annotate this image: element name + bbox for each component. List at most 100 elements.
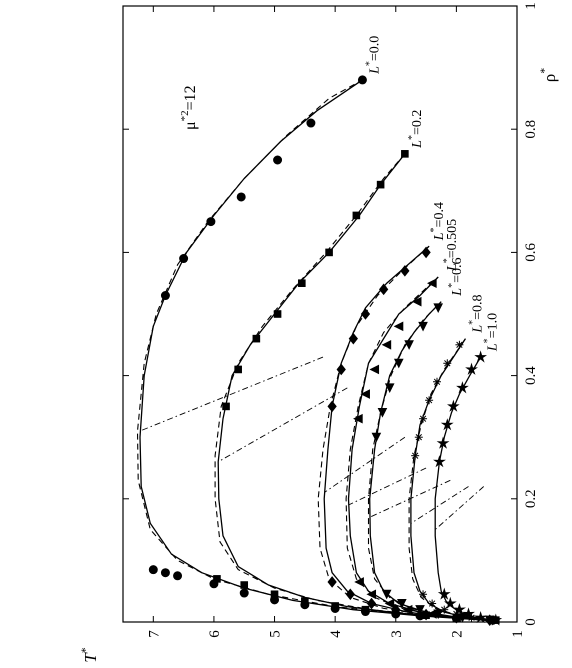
- star-stroke: [425, 397, 433, 404]
- coexistence-dashed-line: [367, 301, 487, 621]
- data-point: [270, 590, 279, 599]
- data-point: [444, 596, 457, 610]
- star-stroke: [433, 378, 441, 385]
- series-label: L*=0.8: [467, 294, 485, 333]
- data-point: [379, 283, 389, 296]
- coexistence-solid-line: [369, 301, 487, 621]
- data-point: [306, 118, 316, 128]
- temperature-tick-label: 7: [146, 630, 162, 638]
- data-point: [213, 575, 221, 583]
- series-label: L*=0.6: [447, 257, 465, 296]
- data-point: [366, 597, 377, 610]
- data-point: [336, 363, 346, 376]
- series-label: L*=0.0: [364, 36, 382, 75]
- coexistence-dashed-line: [317, 245, 487, 621]
- data-point: [376, 180, 385, 189]
- annotation-dipole-moment: μ*2=12: [179, 85, 199, 130]
- data-point: [160, 291, 170, 301]
- coexistence-dashed-line: [408, 338, 490, 621]
- data-point: [425, 396, 434, 405]
- rectilinear-diameter-line: [323, 436, 406, 493]
- density-axis-label: ρ*: [537, 68, 559, 82]
- data-point: [433, 609, 444, 620]
- temperature-axis-label: T*: [78, 647, 100, 662]
- data-point: [331, 602, 339, 610]
- coexistence-dashed-line: [214, 153, 493, 621]
- data-point: [418, 321, 428, 332]
- data-point: [173, 571, 183, 581]
- density-tick-label: 0.8: [523, 120, 539, 139]
- data-point: [427, 278, 437, 289]
- temperature-tick-label: 2: [449, 630, 465, 638]
- data-point: [474, 350, 487, 363]
- data-point: [357, 75, 367, 85]
- data-point: [440, 605, 449, 614]
- rectilinear-diameter-line: [217, 387, 348, 463]
- data-point: [384, 598, 395, 609]
- data-point: [360, 389, 370, 399]
- data-point: [240, 581, 249, 589]
- data-point: [381, 589, 392, 600]
- data-point: [377, 408, 388, 418]
- data-point: [456, 381, 469, 394]
- data-point: [411, 451, 420, 460]
- data-point: [393, 321, 404, 332]
- data-point: [432, 377, 441, 386]
- data-point: [222, 402, 230, 411]
- data-point: [361, 605, 370, 614]
- data-point: [411, 296, 422, 307]
- data-point: [465, 362, 478, 375]
- data-point: [400, 265, 410, 277]
- data-point: [273, 310, 282, 318]
- data-point: [354, 577, 364, 587]
- data-point: [148, 565, 158, 575]
- temperature-tick-label: 5: [268, 630, 284, 638]
- star-stroke: [456, 341, 463, 348]
- data-point: [436, 436, 450, 449]
- density-tick-label: 0.4: [523, 366, 539, 385]
- data-point: [401, 150, 409, 158]
- data-point: [489, 613, 503, 626]
- data-point: [415, 605, 425, 615]
- data-point: [447, 399, 460, 412]
- data-point: [393, 358, 404, 369]
- temperature-tick-label: 3: [389, 630, 405, 638]
- plot-area: [122, 5, 518, 626]
- star-stroke: [441, 606, 448, 613]
- data-point: [455, 340, 464, 349]
- data-point: [404, 340, 414, 350]
- density-tick-label: 0: [523, 618, 539, 626]
- rectilinear-diameter-line: [434, 486, 484, 530]
- density-tick-label: 0.2: [523, 489, 539, 508]
- density-tick-label: 1: [523, 2, 539, 10]
- data-point: [236, 192, 246, 202]
- axes-frame: [122, 5, 518, 623]
- data-point: [366, 589, 377, 600]
- data-point: [474, 610, 488, 624]
- coexistence-solid-line: [139, 79, 487, 621]
- data-point: [352, 211, 361, 220]
- data-point: [433, 455, 446, 468]
- data-point: [462, 607, 475, 620]
- data-point: [428, 599, 437, 608]
- data-point: [453, 603, 466, 616]
- star-stroke: [428, 600, 436, 607]
- data-point: [419, 414, 428, 423]
- data-point: [397, 599, 407, 609]
- star-stroke: [419, 415, 427, 422]
- data-point: [437, 587, 451, 600]
- data-point: [301, 597, 309, 605]
- rectilinear-diameter-line: [348, 467, 427, 506]
- series-label: L*=1.0: [483, 313, 501, 352]
- star-stroke: [411, 452, 419, 459]
- temperature-tick-label: 1: [510, 630, 526, 638]
- data-point: [327, 576, 337, 588]
- series-label: L*=0.4: [429, 202, 447, 241]
- data-point: [414, 433, 423, 442]
- data-point: [160, 568, 170, 578]
- coexistence-dashed-line: [136, 79, 487, 621]
- data-point: [443, 359, 452, 368]
- data-point: [348, 332, 358, 345]
- data-point: [325, 248, 333, 257]
